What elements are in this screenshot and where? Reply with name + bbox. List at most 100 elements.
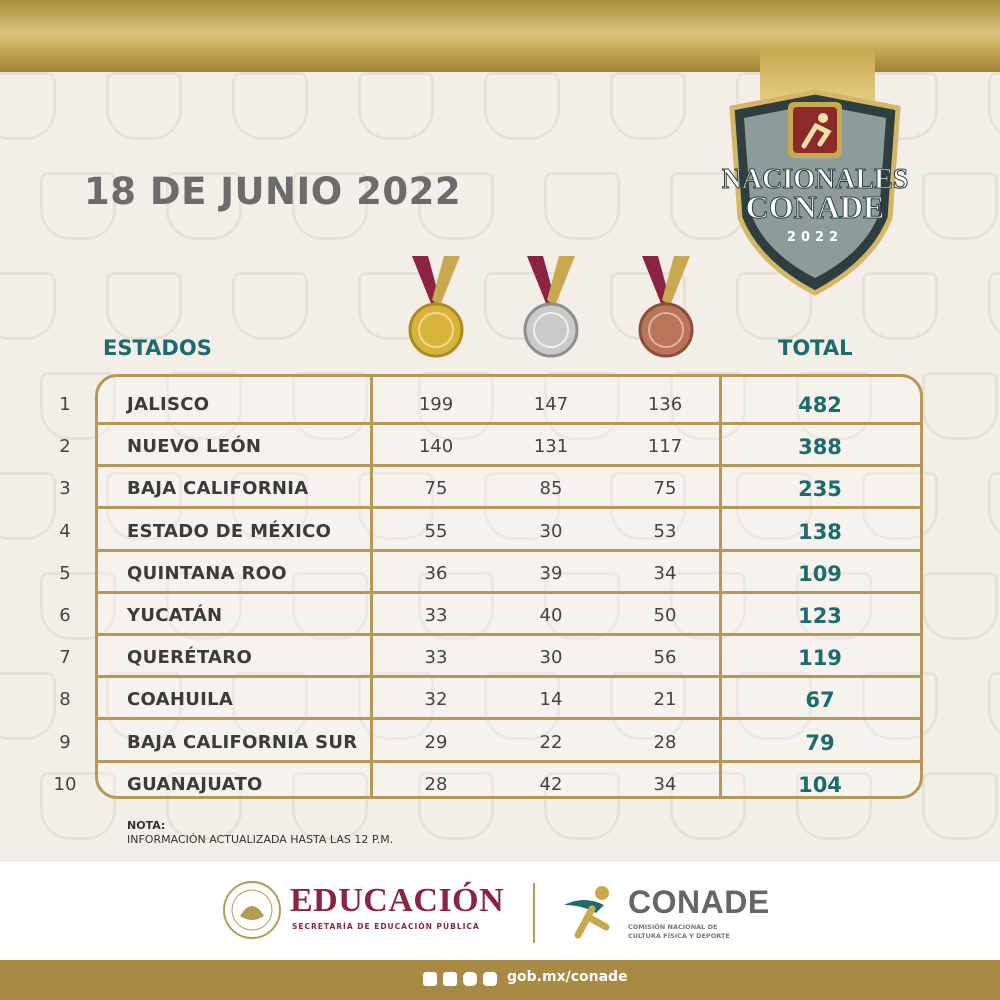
youtube-icon[interactable] xyxy=(483,972,497,986)
row-gold-count: 36 xyxy=(424,562,448,584)
watermark-shield xyxy=(106,672,182,740)
instagram-icon[interactable] xyxy=(463,972,477,986)
watermark-shield xyxy=(232,72,308,140)
row-state: ESTADO DE MÉXICO xyxy=(127,520,332,542)
row-gold-count: 55 xyxy=(424,520,448,542)
logo-line2: CONADE xyxy=(746,189,885,225)
watermark-shield xyxy=(358,472,434,540)
watermark-shield xyxy=(418,772,494,840)
watermark-shield xyxy=(358,72,434,140)
row-rank: 6 xyxy=(59,605,71,626)
column-divider xyxy=(370,374,373,799)
watermark-shield xyxy=(166,572,242,640)
watermark-shield xyxy=(862,272,938,340)
twitter-icon[interactable] xyxy=(443,972,457,986)
row-bronze-count: 28 xyxy=(653,731,677,753)
watermark-shield xyxy=(484,472,560,540)
national-seal-icon xyxy=(223,881,281,939)
row-gold-count: 75 xyxy=(424,478,448,500)
gold-medal-icon xyxy=(408,256,464,358)
watermark-shield xyxy=(796,572,872,640)
row-divider xyxy=(95,548,923,552)
watermark-shield xyxy=(292,572,368,640)
row-bronze-count: 34 xyxy=(653,562,677,584)
watermark-shield xyxy=(166,372,242,440)
medal-table-frame xyxy=(95,374,923,799)
row-rank: 4 xyxy=(59,520,71,542)
nacionales-conade-logo: NACIONALES CONADE 2022 xyxy=(722,89,908,296)
watermark-shield xyxy=(670,572,746,640)
row-divider xyxy=(95,506,923,510)
row-divider xyxy=(95,590,923,594)
watermark-shield xyxy=(40,772,116,840)
watermark-shield xyxy=(736,472,812,540)
row-silver-count: 131 xyxy=(533,436,569,458)
row-gold-count: 199 xyxy=(418,394,454,415)
row-rank: 9 xyxy=(59,731,71,753)
column-divider xyxy=(719,374,722,799)
watermark-shield xyxy=(922,572,998,640)
watermark-shield xyxy=(106,472,182,540)
row-bronze-count: 53 xyxy=(653,520,677,542)
row-state: YUCATÁN xyxy=(127,605,223,626)
watermark-shield xyxy=(40,372,116,440)
watermark-shield xyxy=(922,772,998,840)
watermark-shield xyxy=(988,72,1000,140)
watermark-shield xyxy=(544,172,620,240)
row-bronze-count: 136 xyxy=(647,394,683,415)
watermark-shield xyxy=(232,672,308,740)
watermark-shield xyxy=(292,172,368,240)
conade-title: CONADE xyxy=(628,884,770,920)
watermark-shield xyxy=(736,672,812,740)
watermark-shield xyxy=(544,772,620,840)
row-total: 388 xyxy=(798,435,842,460)
row-rank: 5 xyxy=(59,562,71,584)
watermark-shield xyxy=(0,472,56,540)
educacion-title: EDUCACIÓN xyxy=(290,882,505,919)
row-divider xyxy=(95,464,923,468)
date-heading: 18 DE JUNIO 2022 xyxy=(84,170,462,213)
row-silver-count: 22 xyxy=(539,731,563,753)
watermark-shield xyxy=(418,172,494,240)
row-bronze-count: 21 xyxy=(653,689,677,711)
row-state: NUEVO LEÓN xyxy=(127,436,262,458)
row-gold-count: 33 xyxy=(424,647,448,669)
states-column-header: ESTADOS xyxy=(103,336,212,360)
row-state: QUINTANA ROO xyxy=(127,562,287,584)
watermark-shield xyxy=(418,572,494,640)
watermark-shield xyxy=(862,672,938,740)
row-total: 138 xyxy=(798,519,842,544)
watermark-shield xyxy=(988,272,1000,340)
row-total: 123 xyxy=(798,604,842,628)
watermark-shield xyxy=(40,572,116,640)
website-link[interactable]: gob.mx/conade xyxy=(507,969,628,985)
bronze-medal-icon xyxy=(638,256,694,358)
row-rank: 3 xyxy=(59,478,71,500)
watermark-shield xyxy=(484,672,560,740)
watermark-shield xyxy=(0,672,56,740)
watermark-shield xyxy=(292,772,368,840)
watermark-shield xyxy=(988,472,1000,540)
row-silver-count: 14 xyxy=(539,689,563,711)
watermark-shield xyxy=(544,572,620,640)
row-divider xyxy=(95,759,923,763)
row-state: GUANAJUATO xyxy=(127,773,263,795)
row-total: 235 xyxy=(798,477,842,502)
row-rank: 2 xyxy=(59,436,71,458)
row-divider xyxy=(95,717,923,721)
facebook-icon[interactable] xyxy=(423,972,437,986)
row-bronze-count: 34 xyxy=(653,773,677,795)
row-rank: 10 xyxy=(53,773,77,795)
watermark-shield xyxy=(484,72,560,140)
row-rank: 8 xyxy=(59,689,71,711)
conade-subtitle: COMISIÓN NACIONAL DE CULTURA FÍSICA Y DE… xyxy=(628,923,730,940)
total-column-header: TOTAL xyxy=(778,336,853,360)
row-gold-count: 32 xyxy=(424,689,448,711)
row-total: 109 xyxy=(798,561,842,586)
silver-medal-icon xyxy=(523,256,579,358)
watermark-shield xyxy=(40,172,116,240)
conade-runner-icon xyxy=(564,886,610,939)
row-divider xyxy=(95,675,923,679)
row-gold-count: 140 xyxy=(418,436,454,458)
logo-line1: NACIONALES xyxy=(722,164,908,195)
